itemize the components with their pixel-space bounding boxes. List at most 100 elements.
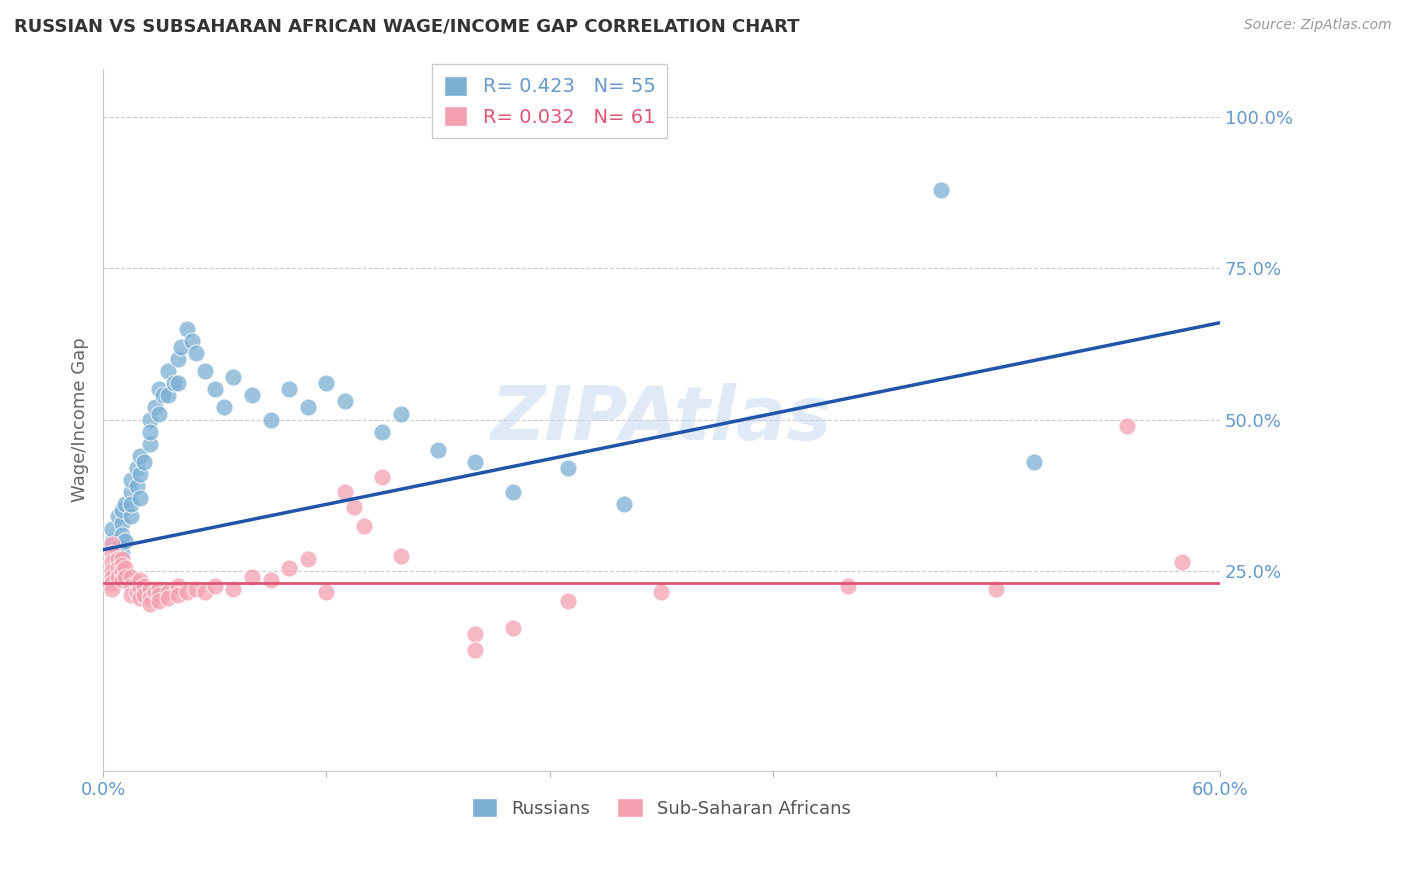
Point	[166, 579, 188, 593]
Point	[114, 497, 136, 511]
Point	[176, 322, 198, 336]
Point	[114, 561, 136, 575]
Text: Source: ZipAtlas.com: Source: ZipAtlas.com	[1244, 18, 1392, 32]
Point	[259, 412, 281, 426]
Point	[101, 533, 124, 548]
Point	[157, 585, 180, 599]
Point	[111, 564, 134, 578]
Point	[194, 585, 217, 599]
Point	[371, 470, 394, 484]
Point	[111, 516, 134, 530]
Y-axis label: Wage/Income Gap: Wage/Income Gap	[72, 337, 89, 502]
Point	[613, 497, 636, 511]
Point	[315, 376, 337, 391]
Point	[129, 491, 152, 506]
Point	[464, 642, 486, 657]
Point	[343, 500, 366, 515]
Point	[278, 382, 301, 396]
Point	[132, 455, 155, 469]
Point	[107, 540, 129, 554]
Text: RUSSIAN VS SUBSAHARAN AFRICAN WAGE/INCOME GAP CORRELATION CHART: RUSSIAN VS SUBSAHARAN AFRICAN WAGE/INCOM…	[14, 18, 800, 36]
Point	[389, 407, 412, 421]
Point	[107, 561, 129, 575]
Point	[132, 588, 155, 602]
Point	[181, 334, 204, 348]
Point	[1115, 418, 1137, 433]
Point	[107, 509, 129, 524]
Point	[502, 485, 524, 500]
Point	[389, 549, 412, 563]
Point	[120, 485, 142, 500]
Point	[138, 437, 160, 451]
Point	[464, 627, 486, 641]
Point	[353, 518, 375, 533]
Point	[166, 376, 188, 391]
Point	[148, 582, 170, 596]
Point	[101, 537, 124, 551]
Point	[107, 570, 129, 584]
Point	[129, 573, 152, 587]
Point	[986, 582, 1008, 596]
Point	[333, 394, 356, 409]
Point	[101, 564, 124, 578]
Point	[240, 388, 263, 402]
Point	[212, 401, 235, 415]
Point	[222, 370, 245, 384]
Point	[152, 388, 174, 402]
Point	[650, 585, 672, 599]
Point	[371, 425, 394, 439]
Point	[120, 570, 142, 584]
Point	[138, 582, 160, 596]
Point	[111, 503, 134, 517]
Point	[315, 585, 337, 599]
Legend: Russians, Sub-Saharan Africans: Russians, Sub-Saharan Africans	[464, 791, 858, 825]
Point	[502, 622, 524, 636]
Point	[111, 573, 134, 587]
Point	[143, 585, 166, 599]
Point	[129, 591, 152, 606]
Point	[186, 346, 208, 360]
Point	[157, 388, 180, 402]
Point	[120, 579, 142, 593]
Point	[107, 551, 129, 566]
Point	[111, 527, 134, 541]
Point	[427, 442, 450, 457]
Point	[557, 461, 579, 475]
Point	[138, 412, 160, 426]
Point	[194, 364, 217, 378]
Point	[129, 449, 152, 463]
Point	[204, 579, 226, 593]
Point	[148, 407, 170, 421]
Point	[111, 551, 134, 566]
Point	[120, 473, 142, 487]
Point	[101, 522, 124, 536]
Point	[157, 364, 180, 378]
Point	[111, 546, 134, 560]
Point	[240, 570, 263, 584]
Point	[148, 594, 170, 608]
Point	[297, 551, 319, 566]
Point	[125, 479, 148, 493]
Point	[114, 570, 136, 584]
Point	[132, 579, 155, 593]
Point	[1171, 555, 1194, 569]
Point	[1022, 455, 1045, 469]
Point	[222, 582, 245, 596]
Point	[101, 576, 124, 591]
Point	[111, 558, 134, 572]
Point	[166, 588, 188, 602]
Point	[125, 576, 148, 591]
Point	[163, 376, 186, 391]
Point	[464, 455, 486, 469]
Point	[101, 570, 124, 584]
Point	[170, 340, 193, 354]
Point	[143, 401, 166, 415]
Point	[138, 425, 160, 439]
Text: ZIPAtlas: ZIPAtlas	[491, 383, 832, 456]
Point	[259, 573, 281, 587]
Point	[138, 591, 160, 606]
Point	[125, 461, 148, 475]
Point	[101, 546, 124, 560]
Point	[120, 588, 142, 602]
Point	[148, 382, 170, 396]
